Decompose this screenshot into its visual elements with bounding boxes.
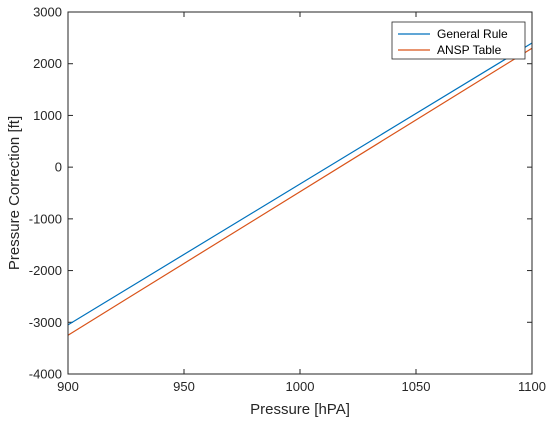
y-tick-label: -1000 — [29, 211, 62, 226]
y-tick-label: -3000 — [29, 315, 62, 330]
legend: General Rule ANSP Table — [391, 21, 526, 60]
legend-box — [391, 21, 526, 60]
series-layer — [67, 42, 533, 336]
x-tick-label: 1050 — [402, 379, 431, 394]
axes-box — [67, 11, 533, 375]
y-tick-label: 1000 — [33, 108, 62, 123]
x-tick-label: 900 — [57, 379, 79, 394]
series-line-ansp-table — [67, 47, 533, 336]
legend-label-general-rule: General Rule — [437, 27, 508, 41]
x-tick-label: 1100 — [518, 379, 546, 394]
x-tick-label: 950 — [173, 379, 195, 394]
x-axis-ticks: 900 950 1000 1050 1100 — [57, 12, 546, 394]
y-tick-label: -4000 — [29, 367, 62, 382]
y-tick-label: 3000 — [33, 5, 62, 20]
y-tick-label: 2000 — [33, 56, 62, 71]
legend-label-ansp-table: ANSP Table — [437, 43, 502, 57]
y-axis-label: Pressure Correction [ft] — [6, 116, 23, 270]
x-axis-label: Pressure [hPA] — [250, 401, 350, 418]
x-tick-label: 1000 — [286, 379, 315, 394]
plot-area — [68, 12, 532, 374]
y-tick-label: 0 — [55, 160, 62, 175]
y-tick-label: -2000 — [29, 263, 62, 278]
series-line-general-rule — [67, 42, 533, 326]
